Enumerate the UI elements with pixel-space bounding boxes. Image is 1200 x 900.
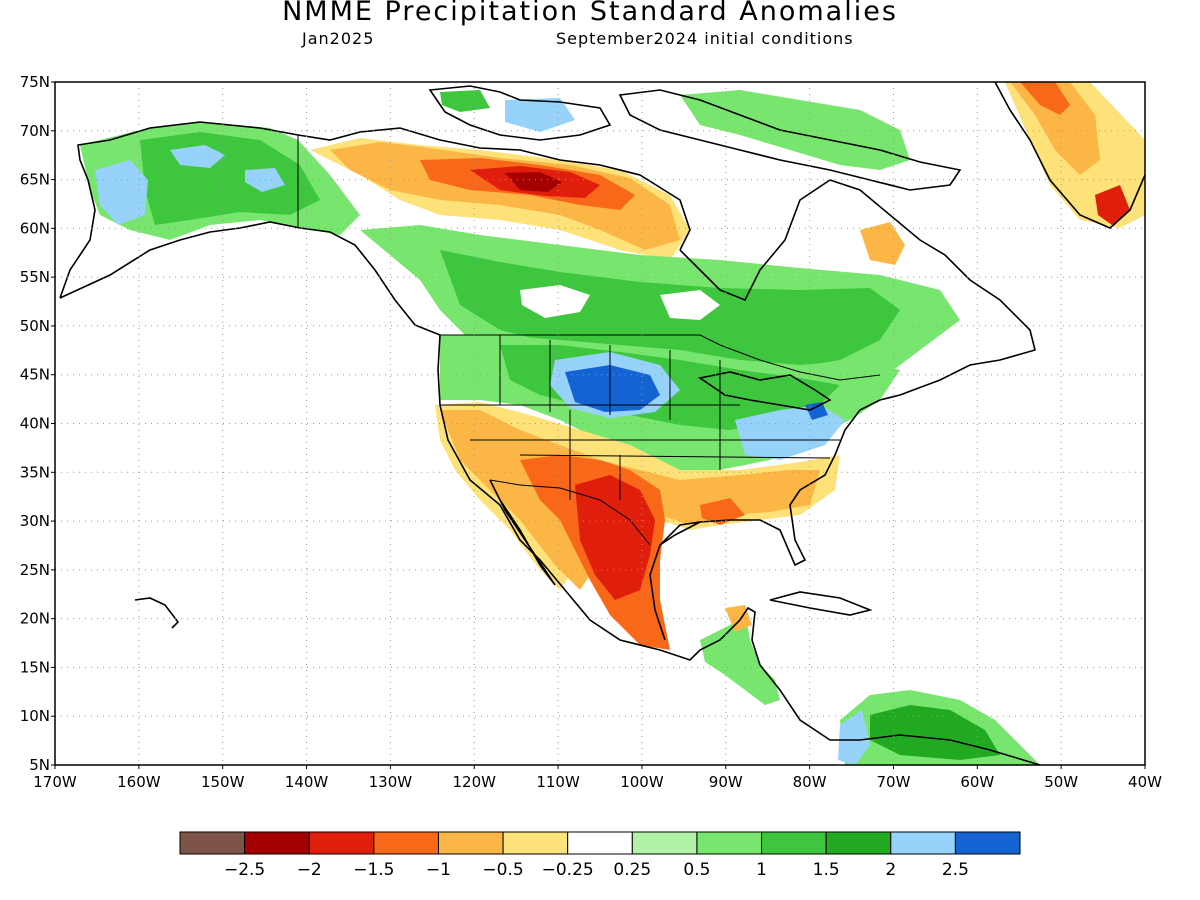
field-central-america-green <box>700 610 780 705</box>
colorbar-label: −2 <box>297 860 322 880</box>
lat-tick-label: 50N <box>20 317 50 335</box>
field-baffin-green <box>680 90 910 170</box>
colorbar-label: −0.5 <box>482 860 523 880</box>
lon-tick-label: 80W <box>793 773 827 791</box>
field-canada-white2 <box>660 290 720 320</box>
border-states-2 <box>440 404 840 500</box>
field-greenland-darkorange <box>1020 82 1070 115</box>
lat-tick-label: 35N <box>20 463 50 481</box>
lon-tick-label: 170W <box>33 773 77 791</box>
coast-alaska-north <box>59 121 691 299</box>
colorbar-swatch <box>954 831 1021 855</box>
lon-tick-label: 100W <box>620 773 664 791</box>
field-arctic-blue <box>505 98 575 132</box>
lat-tick-label: 70N <box>20 122 50 140</box>
lon-tick-label: 90W <box>709 773 743 791</box>
coast-alaska <box>59 221 1041 765</box>
lat-tick-label: 10N <box>20 707 50 725</box>
colorbar-swatch <box>308 831 375 855</box>
lat-tick-label: 30N <box>20 512 50 530</box>
coast-baja <box>489 479 556 586</box>
colorbar-label: −1.5 <box>353 860 394 880</box>
colorbar: −2.5 −2 −1.5 −1 −0.5 −0.25 0.25 0.5 1 1.5 2 2.5 <box>179 831 1021 880</box>
lat-tick-label: 25N <box>20 561 50 579</box>
coast-arctic-islands <box>428 85 612 141</box>
lon-tick-label: 120W <box>452 773 496 791</box>
lat-tick-label: 75N <box>20 73 50 91</box>
colorbar-swatch <box>696 831 763 855</box>
coast-baffin <box>618 89 962 191</box>
colorbar-swatch <box>631 831 698 855</box>
coast-great-lakes <box>697 371 832 411</box>
colorbar-label: −2.5 <box>224 860 265 880</box>
field-texas-red <box>575 475 655 600</box>
forecast-month: Jan2025 <box>302 29 375 48</box>
lat-tick-label: 45N <box>20 366 50 384</box>
field-canada-white1 <box>520 285 590 318</box>
lon-tick-label: 50W <box>1044 773 1078 791</box>
colorbar-swatch <box>502 831 569 855</box>
colorbar-swatch <box>825 831 892 855</box>
colorbar-label: −0.25 <box>542 860 594 880</box>
lat-tick-label: 15N <box>20 658 50 676</box>
longitude-axis: 170W 160W 150W 140W 130W 120W 110W 100W 90W 80W 70… <box>33 765 1162 791</box>
lat-tick-label: 60N <box>20 219 50 237</box>
colorbar-swatch <box>567 831 633 855</box>
colorbar-swatch <box>437 831 504 855</box>
field-labrador-yellow <box>860 222 905 265</box>
field-canada-north-darkred <box>505 172 562 192</box>
coast-gulf <box>659 521 701 546</box>
field-canada-north-orange <box>330 142 680 250</box>
lat-tick-label: 5N <box>29 756 50 774</box>
colorbar-swatch <box>761 831 827 855</box>
colorbar-label: 0.25 <box>613 860 651 880</box>
coast-hawaii <box>134 597 180 629</box>
field-ohio-blue <box>805 402 828 420</box>
lon-tick-label: 130W <box>369 773 413 791</box>
colorbar-swatch <box>179 831 246 855</box>
colorbar-label: 1 <box>756 860 767 880</box>
field-south-america-lightblue <box>838 710 870 765</box>
map-title: NMME Precipitation Standard Anomalies <box>282 0 898 27</box>
field-arctic-green <box>440 90 490 112</box>
colorbar-swatch <box>890 831 956 855</box>
coastlines <box>59 82 1145 765</box>
initial-conditions-label: September2024 initial conditions <box>556 29 854 48</box>
colorbar-label: 2.5 <box>942 860 969 880</box>
colorbar-label: 2 <box>885 860 896 880</box>
colorbar-swatch <box>244 831 310 855</box>
field-se-darkorange <box>700 498 745 525</box>
border-states-1 <box>499 335 721 470</box>
lat-tick-label: 55N <box>20 268 50 286</box>
coast-cuba <box>769 591 873 616</box>
latitude-axis: 75N 70N 65N 60N 55N 50N 45N 40N 35N 30N 25N 20N 15N 1… <box>20 73 55 774</box>
lon-tick-label: 110W <box>536 773 580 791</box>
field-greenland-south-red <box>1095 185 1130 225</box>
lon-tick-label: 70W <box>877 773 911 791</box>
field-ohio-lightblue <box>735 405 845 460</box>
lat-tick-label: 20N <box>20 610 50 628</box>
lon-tick-label: 160W <box>117 773 161 791</box>
coast-hudson <box>679 179 1036 401</box>
colorbar-label: 1.5 <box>813 860 840 880</box>
lon-tick-label: 150W <box>201 773 245 791</box>
field-greenland-orange <box>1010 82 1100 175</box>
lon-tick-label: 60W <box>960 773 994 791</box>
colorbar-label: −1 <box>426 860 451 880</box>
lat-tick-label: 65N <box>20 171 50 189</box>
colorbar-swatch <box>373 831 439 855</box>
lon-tick-label: 140W <box>285 773 329 791</box>
field-alaska-lightblue2 <box>170 145 225 168</box>
colorbar-label: 0.5 <box>683 860 710 880</box>
coast-greenland <box>994 82 1145 229</box>
border-us-mexico <box>489 479 651 546</box>
political-borders <box>297 135 881 546</box>
lat-tick-label: 40N <box>20 415 50 433</box>
field-alaska-lightblue <box>95 160 148 225</box>
field-south-america-darkgreen <box>870 705 1000 760</box>
field-plains-blue <box>565 365 660 412</box>
border-us-canada <box>440 334 881 381</box>
lon-tick-label: 40W <box>1128 773 1162 791</box>
